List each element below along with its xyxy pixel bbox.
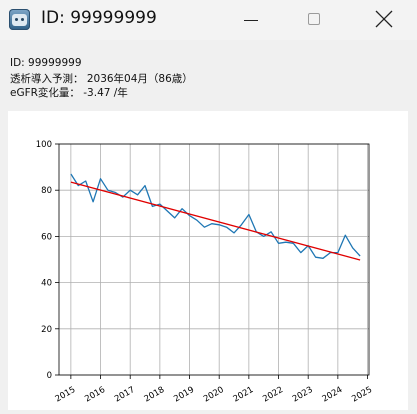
y-tick-label: 20 [41,325,52,335]
x-tick-label: 2021 [232,385,256,404]
x-tick-label: 2025 [350,385,374,404]
tick-layer: 0 20 40 60 80 100 2015 2016 2017 2018 2019 2020 2021… [36,140,374,404]
dialysis-prediction-label: 透析導入予測： 2036年04月（86歳） [10,73,193,85]
minimize-button[interactable] [227,0,273,40]
x-tick-label: 2015 [54,385,78,404]
close-icon [375,10,393,28]
robot-app-icon [9,9,30,30]
egfr-chart: 0 20 40 60 80 100 2015 2016 2017 2018 2019 2020 2021… [36,140,374,404]
plot-frame [58,143,370,376]
x-tick-label: 2024 [321,385,345,404]
x-tick-label: 2022 [261,385,285,404]
y-tick-label: 0 [47,371,52,381]
grid-layer [59,143,369,376]
robot-eye-icon-part [21,18,24,21]
robot-face-icon-part [12,14,27,26]
series-layer [70,173,361,261]
chart-panel: 0 20 40 60 80 100 2015 2016 2017 2018 2019 2020 2021… [8,111,408,410]
x-tick-label: 2019 [172,385,196,404]
y-tick-label: 80 [41,186,52,196]
robot-eye-icon-part [15,18,18,21]
close-button[interactable] [361,0,407,40]
x-tick-label: 2018 [143,385,167,404]
y-tick-label: 60 [41,232,52,242]
x-tick-label: 2016 [83,385,107,404]
title-bar[interactable]: ID: 99999999 [0,0,417,40]
minimize-icon [244,20,258,21]
y-tick-label: 100 [36,140,52,150]
x-tick-label: 2017 [113,385,137,404]
y-tick-label: 40 [41,279,52,289]
maximize-button[interactable] [291,0,337,40]
egfr-series-line [70,173,361,259]
window-title: ID: 99999999 [41,8,157,28]
x-tick-label: 2023 [291,385,315,404]
x-tick-label: 2020 [202,385,226,404]
egfr-change-label: eGFR変化量： -3.47 /年 [10,87,128,99]
patient-id-label: ID: 99999999 [10,57,82,69]
trend-line [70,181,361,261]
maximize-icon [308,13,320,25]
